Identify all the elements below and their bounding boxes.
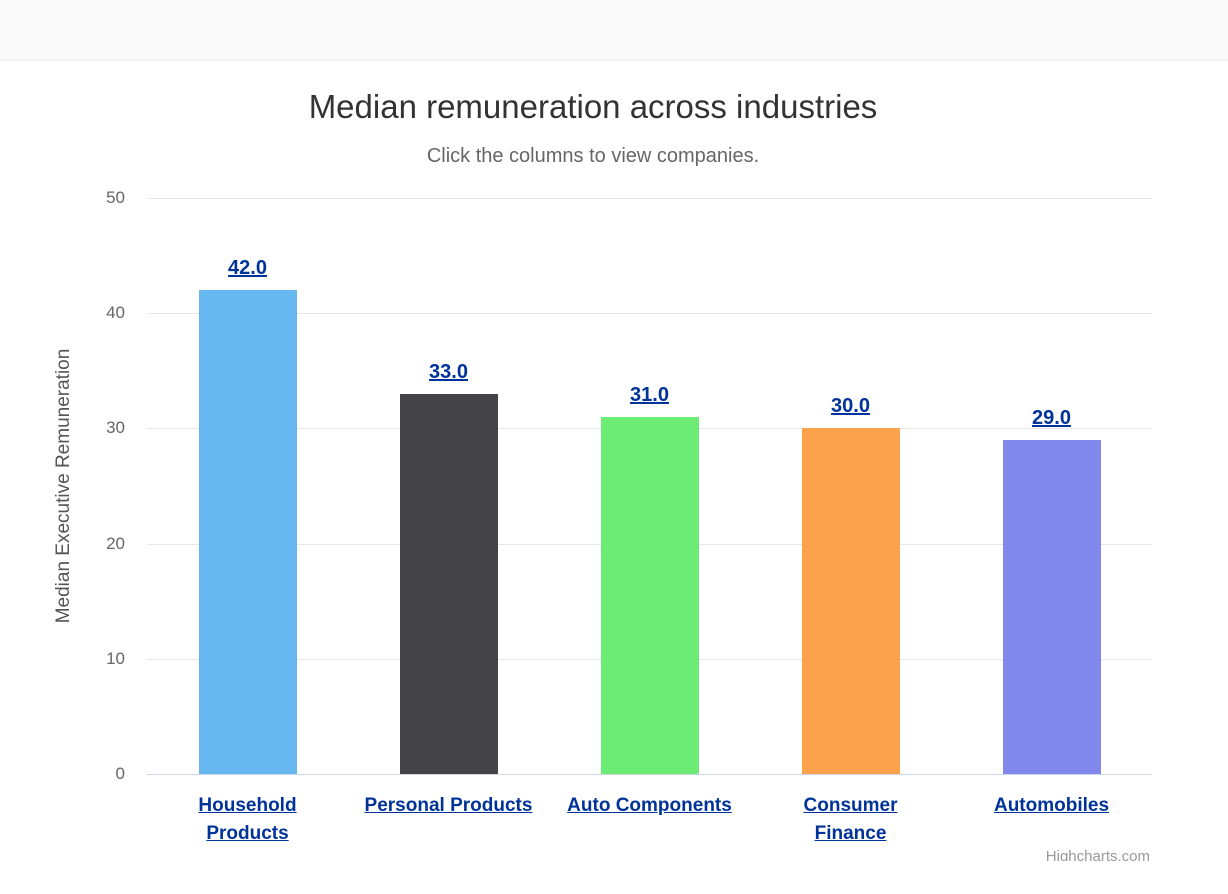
y-tick-label: 50 — [106, 188, 125, 207]
chart: Median remuneration across industries Cl… — [0, 61, 1228, 894]
category-label[interactable]: Personal Products — [364, 795, 533, 816]
highcharts-credit[interactable]: Highcharts.com — [1045, 848, 1150, 861]
x-axis-line — [147, 774, 1152, 775]
bar-data-label[interactable]: 33.0 — [429, 360, 468, 383]
category-label[interactable]: Auto Components — [567, 795, 732, 816]
bar-data-label[interactable]: 30.0 — [831, 395, 870, 418]
category-label[interactable]: Consumer Finance — [803, 795, 898, 844]
bar-data-label[interactable]: 29.0 — [1032, 406, 1071, 429]
y-tick-label: 30 — [106, 418, 125, 438]
y-tick-label: 10 — [106, 648, 125, 668]
y-tick-label: 40 — [106, 303, 125, 323]
bar-auto-components[interactable] — [600, 416, 699, 774]
gridline — [147, 198, 1152, 199]
chart-subtitle: Click the columns to view companies. — [426, 145, 760, 167]
y-tick-label: 20 — [106, 533, 125, 553]
bar-data-label[interactable]: 31.0 — [630, 383, 669, 406]
bar-personal-products[interactable] — [399, 393, 498, 774]
page-header-strip — [0, 0, 1228, 61]
bar-consumer-finance[interactable] — [801, 428, 900, 774]
category-label[interactable]: Household Products — [198, 795, 297, 844]
chart-title: Median remuneration across industries — [308, 88, 878, 125]
category-label[interactable]: Automobiles — [993, 795, 1110, 816]
bar-automobiles[interactable] — [1002, 439, 1101, 774]
bar-data-label[interactable]: 42.0 — [228, 257, 267, 280]
bar-household-products[interactable] — [198, 290, 297, 774]
gridline — [147, 313, 1152, 315]
y-tick-label: 0 — [115, 764, 125, 783]
